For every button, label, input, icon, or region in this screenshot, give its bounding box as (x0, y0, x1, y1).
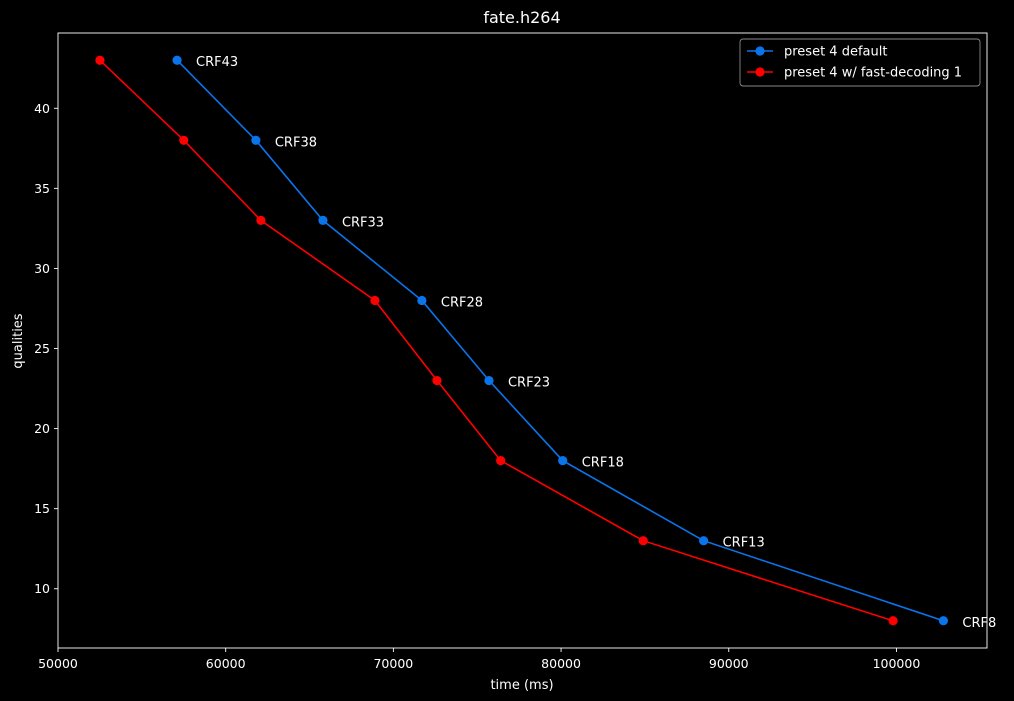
y-tick-label: 15 (34, 501, 50, 516)
y-tick-label: 40 (34, 101, 50, 116)
legend: preset 4 default preset 4 w/ fast-decodin… (739, 38, 981, 87)
data-point (251, 135, 261, 145)
data-point (256, 215, 266, 225)
x-tick-label: 90000 (709, 656, 749, 671)
crf-label: CRF18 (582, 456, 624, 471)
data-point (172, 55, 182, 65)
crf-label: CRF13 (723, 536, 765, 551)
crf-label: CRF23 (508, 376, 550, 391)
data-point (370, 295, 380, 306)
data-point (558, 456, 568, 466)
crf-label: CRF33 (342, 215, 384, 230)
y-tick-label: 30 (34, 261, 50, 276)
data-point (938, 616, 949, 626)
y-axis-label: qualities (11, 313, 26, 368)
plot-area: CRF43 CRF38 CRF33 CRF28 CRF23 CRF18 CRF13 CRF8 5… (34, 32, 996, 671)
legend-entry-label: preset 4 default (784, 45, 887, 60)
legend-swatch-marker (755, 46, 765, 56)
series-line-1 (176, 59, 944, 622)
data-point (484, 375, 494, 386)
axes-frame (57, 32, 988, 649)
crf-label: CRF28 (441, 295, 483, 310)
x-tick-label: 50000 (38, 656, 78, 671)
y-tick-label: 20 (34, 421, 50, 436)
series-line-2 (99, 59, 894, 622)
x-tick-label: 60000 (206, 656, 246, 671)
legend-swatch-marker (755, 67, 765, 77)
data-point (496, 456, 506, 466)
legend-box (739, 38, 981, 87)
data-point (318, 215, 328, 225)
y-tick-label: 25 (34, 341, 50, 356)
x-tick-label: 100000 (873, 656, 921, 671)
legend-entry-label: preset 4 w/ fast-decoding 1 (784, 66, 962, 81)
x-axis-label: time (ms) (490, 678, 553, 693)
data-point (95, 55, 105, 65)
y-tick-label: 10 (34, 581, 50, 596)
data-point (432, 375, 442, 386)
crf-label: CRF8 (962, 616, 996, 631)
chart-title: fate.h264 (483, 8, 560, 27)
data-point (888, 616, 898, 626)
data-point (638, 536, 648, 546)
crf-label: CRF43 (196, 55, 238, 70)
x-tick-label: 70000 (373, 656, 413, 671)
data-point (417, 295, 427, 306)
data-point (699, 536, 709, 546)
y-tick-label: 35 (34, 181, 50, 196)
x-tick-label: 80000 (541, 656, 581, 671)
data-point (179, 135, 189, 145)
crf-label: CRF38 (275, 135, 317, 150)
